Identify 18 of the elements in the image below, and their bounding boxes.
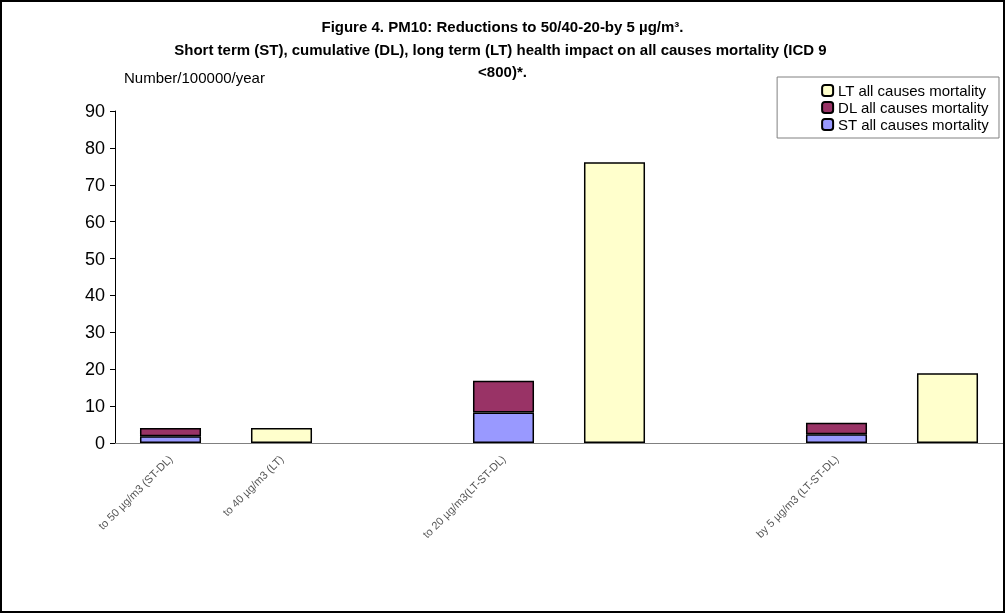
y-tick-label: 20 <box>84 359 105 380</box>
y-tick-label: 40 <box>84 285 105 306</box>
y-tick-label: 70 <box>84 174 105 195</box>
bar <box>916 373 979 443</box>
bar <box>250 427 313 443</box>
chart-title: Figure 4. PM10: Reductions to 50/40-20-by 5 µg/m³. <box>321 18 684 35</box>
legend-label: LT all causes mortality <box>838 82 987 99</box>
bar <box>583 162 646 443</box>
y-tick-label: 50 <box>84 248 105 269</box>
y-axis-title: Number/100000/year <box>124 69 265 86</box>
y-tick-label: 90 <box>84 101 105 121</box>
legend-label: ST all causes mortality <box>838 116 990 133</box>
y-tick-label: 30 <box>84 322 105 343</box>
legend-label: DL all causes mortality <box>838 99 989 116</box>
y-tick-label: 10 <box>84 396 105 417</box>
y-tick-label: 0 <box>94 433 105 453</box>
y-tick-label: 60 <box>84 211 105 232</box>
y-tick-label: 80 <box>84 137 105 158</box>
